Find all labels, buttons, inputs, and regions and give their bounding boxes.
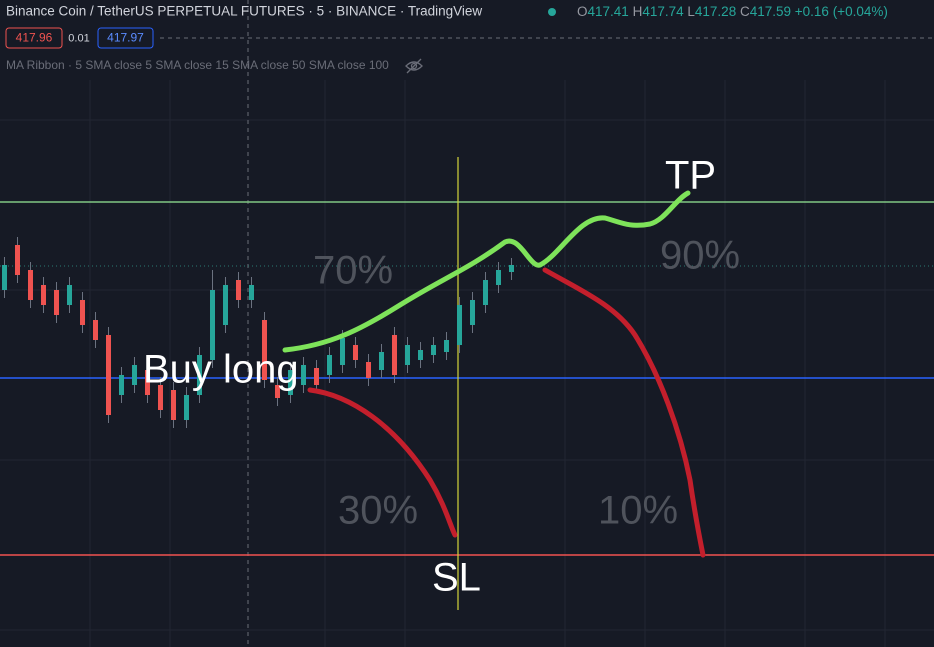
ohlc: O417.41 H417.74 L417.28 C417.59 +0.16 (+… — [577, 4, 888, 19]
buy-button[interactable] — [97, 27, 154, 49]
probability-label: 30% — [338, 489, 418, 533]
probability-label: 90% — [660, 234, 740, 278]
ohlc-label: O — [577, 4, 588, 19]
ohlc-value: 417.28 — [695, 4, 736, 19]
ohlc-value: 417.74 — [642, 4, 684, 19]
symbol-title: Binance Coin / TetherUS PERPETUAL FUTURE… — [6, 4, 482, 19]
indicator-legend: MA Ribbon · 5 SMA close 5 SMA close 15 S… — [6, 58, 389, 72]
sell-price[interactable]: 417.96 — [16, 31, 53, 45]
probability-label: 10% — [598, 489, 678, 533]
ohlc-value: 417.59 — [750, 4, 791, 19]
entry-label: Buy long — [143, 348, 299, 392]
candle-bodies-down — [15, 245, 397, 420]
sl-label: SL — [432, 556, 481, 600]
price-change: +0.16 (+0.04%) — [795, 4, 888, 19]
ohlc-value: 417.41 — [588, 4, 629, 19]
take-profit-path — [282, 190, 691, 353]
tp-label: TP — [665, 154, 716, 198]
hide-indicator-icon[interactable] — [405, 58, 423, 74]
spread: 0.01 — [68, 32, 89, 44]
ohlc-label: H — [633, 4, 643, 19]
ohlc-label: L — [687, 4, 695, 19]
sell-button[interactable] — [5, 27, 63, 49]
late-stop-loss-path — [542, 267, 706, 558]
ohlc-label: C — [740, 4, 750, 19]
stop-loss-path — [307, 387, 458, 538]
market-status — [548, 8, 556, 16]
probability-label: 70% — [313, 249, 393, 293]
grid — [0, 80, 934, 647]
buy-price[interactable]: 417.97 — [107, 31, 144, 45]
